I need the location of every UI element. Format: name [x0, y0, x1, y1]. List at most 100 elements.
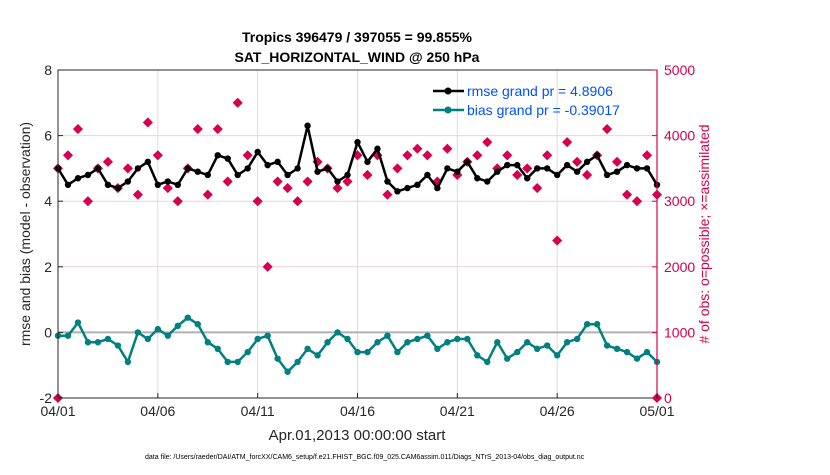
obs-count-point: [502, 150, 513, 161]
obs-count-point: [102, 156, 113, 167]
obs-count-point: [142, 117, 153, 128]
rmse-point: [414, 181, 421, 188]
bias-point: [84, 339, 92, 346]
y-tick-label: 6: [44, 128, 52, 144]
rmse-point: [543, 165, 551, 172]
rmse-point: [264, 161, 271, 169]
rmse-point: [454, 168, 461, 175]
bias-point: [344, 335, 351, 343]
rmse-point: [64, 181, 72, 188]
y-tick-label: 0: [44, 324, 52, 340]
bias-point: [184, 314, 191, 321]
bias-point: [494, 339, 501, 346]
rmse-point: [334, 178, 341, 185]
y-axis-label-right: # of obs: o=possible; ×=assimilated: [696, 124, 712, 343]
bias-point: [454, 335, 461, 343]
rmse-point: [134, 165, 142, 172]
bias-point: [394, 348, 401, 356]
legend-rmse-label: rmse grand pr = 4.8906: [467, 83, 613, 99]
rmse-point: [553, 171, 561, 179]
bias-point: [274, 355, 281, 362]
x-tick-label: 04/21: [440, 403, 475, 419]
rmse-point: [444, 165, 451, 172]
bias-point: [434, 345, 441, 352]
bias-point: [583, 321, 591, 328]
rmse-point: [494, 168, 501, 175]
bias-point: [593, 321, 601, 328]
y-tick-label-right: 3000: [664, 193, 695, 209]
rmse-point: [274, 158, 281, 166]
y-tick-label: 8: [44, 62, 52, 78]
obs-count-point: [282, 183, 293, 194]
bias-point: [484, 358, 491, 366]
rmse-point: [474, 175, 481, 182]
x-tick-label: 04/11: [241, 403, 275, 419]
rmse-point: [184, 165, 191, 172]
bias-point: [643, 348, 651, 356]
rmse-point: [154, 181, 162, 188]
obs-count-point: [202, 189, 213, 200]
bias-point: [414, 335, 421, 343]
bias-point: [224, 358, 231, 366]
obs-count-point: [82, 196, 94, 207]
bias-point: [264, 332, 271, 339]
obs-count-point: [342, 176, 353, 187]
rmse-point: [304, 122, 311, 129]
rmse-point: [623, 161, 631, 169]
rmse-point: [364, 158, 371, 166]
obs-count-point: [152, 150, 163, 161]
obs-count-point: [572, 156, 583, 167]
bias-point: [74, 319, 82, 326]
obs-count-point: [482, 137, 493, 148]
obs-count-point: [631, 196, 643, 207]
y-tick-label-right: 5000: [664, 62, 695, 78]
bias-point: [294, 358, 301, 366]
rmse-point: [284, 171, 291, 179]
obs-count-point: [62, 150, 74, 161]
bias-point: [234, 358, 241, 366]
rmse-point: [194, 168, 201, 175]
obs-count-point: [262, 261, 273, 272]
rmse-point: [633, 165, 641, 172]
x-tick-label: 04/16: [340, 403, 375, 419]
bias-point: [613, 345, 621, 352]
rmse-point: [124, 178, 132, 185]
bias-point: [384, 332, 391, 339]
rmse-point: [583, 158, 591, 166]
rmse-point: [224, 155, 231, 162]
legend-bias-marker: [444, 106, 452, 114]
obs-count-point: [612, 156, 623, 167]
bias-point: [633, 355, 641, 362]
x-tick-label: 04/01: [40, 403, 75, 419]
bias-point: [354, 348, 361, 356]
bias-point: [553, 352, 561, 359]
y-tick-label: -2: [40, 390, 53, 406]
bias-point: [94, 339, 102, 346]
rmse-point: [294, 165, 301, 172]
obs-count-point: [172, 196, 183, 207]
rmse-point: [384, 178, 391, 185]
bias-point: [573, 335, 581, 343]
bias-point: [464, 335, 471, 343]
bias-point: [114, 342, 122, 349]
rmse-point: [164, 178, 172, 185]
y-tick-label: 4: [44, 193, 52, 209]
x-axis-label: Apr.01,2013 00:00:00 start: [269, 427, 447, 444]
rmse-point: [324, 165, 331, 172]
obs-count-point: [562, 137, 573, 148]
rmse-point: [254, 148, 261, 156]
bias-point: [424, 332, 431, 339]
y-tick-label-right: 1000: [664, 324, 695, 340]
rmse-point: [563, 161, 571, 169]
obs-count-point: [222, 176, 233, 187]
bias-point: [134, 329, 142, 336]
bias-point: [524, 339, 531, 346]
y-tick-label-right: 4000: [664, 128, 695, 144]
bias-point: [164, 332, 172, 339]
bias-point: [444, 339, 451, 346]
bias-point: [254, 335, 261, 343]
rmse-point: [114, 184, 122, 192]
obs-count-point: [641, 150, 653, 161]
rmse-point: [504, 161, 511, 169]
